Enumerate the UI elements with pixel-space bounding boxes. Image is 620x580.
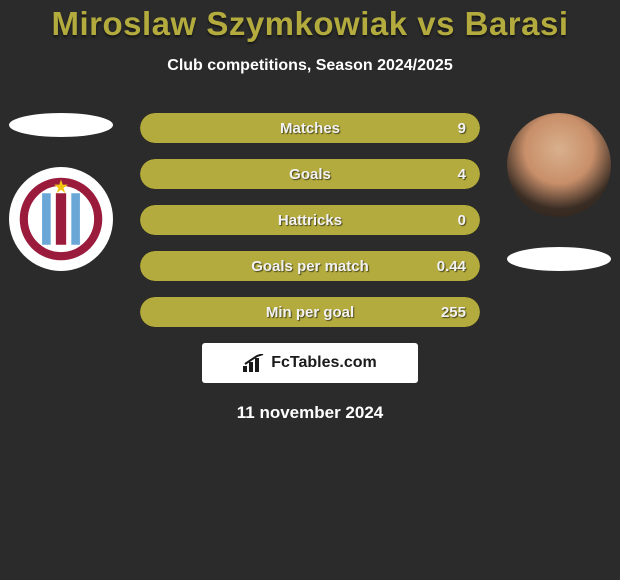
stat-label: Hattricks	[140, 205, 480, 235]
subtitle: Club competitions, Season 2024/2025	[0, 57, 620, 75]
stat-row: Goals per match0.44	[140, 251, 480, 281]
infographic-root: Miroslaw Szymkowiak vs Barasi Club compe…	[0, 0, 620, 580]
player-left-placeholder	[9, 113, 113, 137]
stat-label: Goals per match	[140, 251, 480, 281]
right-player-column	[507, 113, 611, 301]
stat-label: Goals	[140, 159, 480, 189]
stat-row: Min per goal255	[140, 297, 480, 327]
left-player-column	[9, 113, 113, 271]
stat-rows: Matches9Goals4Hattricks0Goals per match0…	[140, 113, 480, 327]
chart-icon	[243, 354, 265, 372]
source-text: FcTables.com	[271, 354, 377, 372]
page-title: Miroslaw Szymkowiak vs Barasi	[0, 5, 620, 43]
stat-label: Min per goal	[140, 297, 480, 327]
source-logo: FcTables.com	[202, 343, 418, 383]
stat-right-value: 255	[441, 297, 466, 327]
player-right-club-placeholder	[507, 247, 611, 271]
club-badge-icon	[18, 176, 104, 262]
stat-right-value: 9	[458, 113, 466, 143]
stats-section: Matches9Goals4Hattricks0Goals per match0…	[0, 113, 620, 327]
date: 11 november 2024	[0, 403, 620, 423]
stat-right-value: 0.44	[437, 251, 466, 281]
stat-label: Matches	[140, 113, 480, 143]
stat-right-value: 0	[458, 205, 466, 235]
stat-row: Goals4	[140, 159, 480, 189]
stat-row: Matches9	[140, 113, 480, 143]
player-right-photo	[507, 113, 611, 217]
stat-right-value: 4	[458, 159, 466, 189]
stat-row: Hattricks0	[140, 205, 480, 235]
player-left-club-badge	[9, 167, 113, 271]
